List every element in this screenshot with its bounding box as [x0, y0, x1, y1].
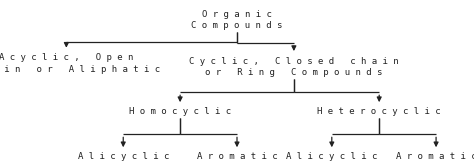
Text: H o m o c y c l i c: H o m o c y c l i c: [129, 107, 231, 116]
Text: A r o m a t i c: A r o m a t i c: [396, 152, 474, 161]
Text: H e t e r o c y c l i c: H e t e r o c y c l i c: [318, 107, 441, 116]
Text: O r g a n i c
C o m p o u n d s: O r g a n i c C o m p o u n d s: [191, 10, 283, 30]
Text: A c y c l i c ,   O p e n
c h a i n   o r   A l i p h a t i c: A c y c l i c , O p e n c h a i n o r A …: [0, 53, 160, 74]
Text: A r o m a t i c: A r o m a t i c: [197, 152, 277, 161]
Text: A l i c y c l i c: A l i c y c l i c: [78, 152, 169, 161]
Text: C y c l i c ,   C l o s e d   c h a i n
o r   R i n g   C o m p o u n d s: C y c l i c , C l o s e d c h a i n o r …: [189, 57, 399, 77]
Text: A l i c y c l i c: A l i c y c l i c: [286, 152, 377, 161]
